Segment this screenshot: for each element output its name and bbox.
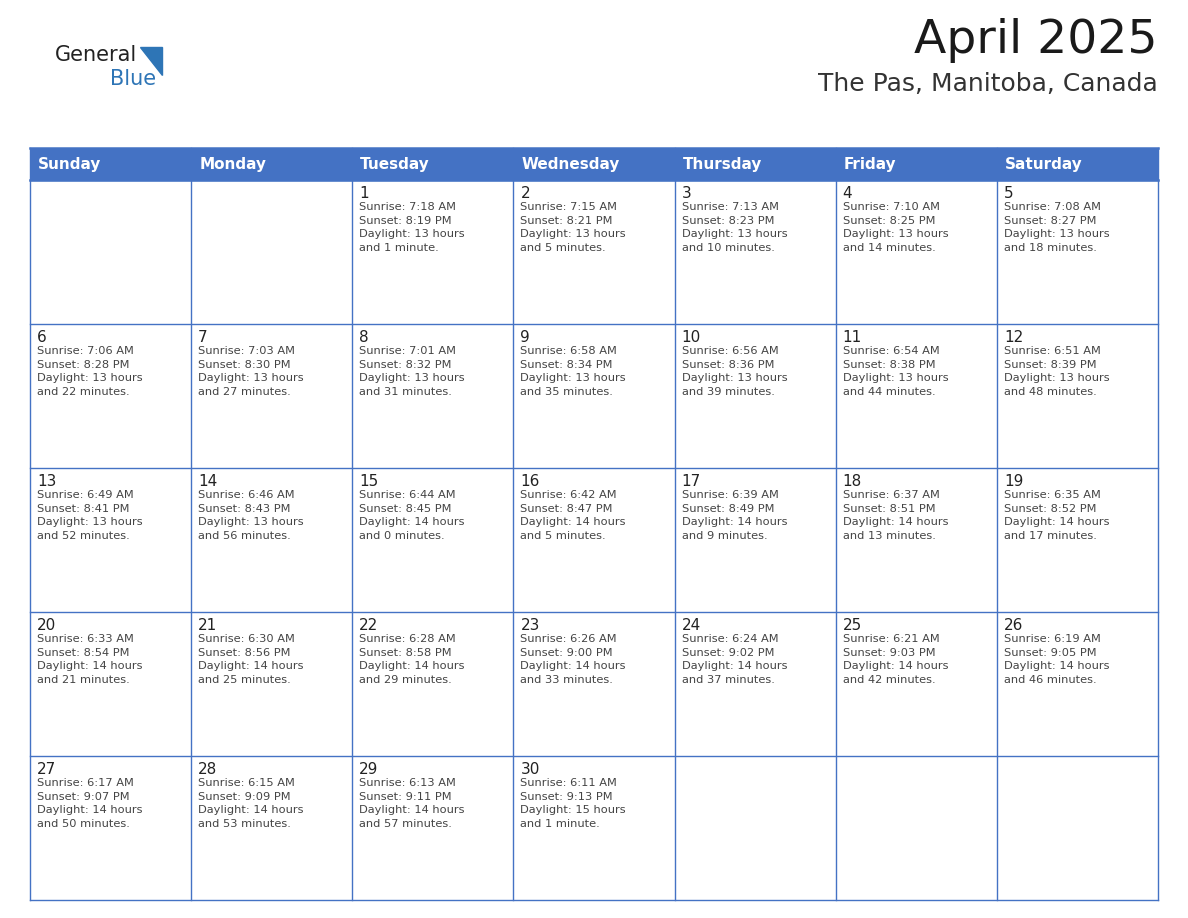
Text: 20: 20 <box>37 618 56 633</box>
Text: 2: 2 <box>520 186 530 201</box>
Text: Tuesday: Tuesday <box>360 156 430 172</box>
Text: Sunrise: 6:44 AM
Sunset: 8:45 PM
Daylight: 14 hours
and 0 minutes.: Sunrise: 6:44 AM Sunset: 8:45 PM Dayligh… <box>359 490 465 541</box>
Text: Saturday: Saturday <box>1005 156 1082 172</box>
Text: Monday: Monday <box>200 156 266 172</box>
Text: 25: 25 <box>842 618 862 633</box>
Text: 8: 8 <box>359 330 369 345</box>
Text: Sunrise: 7:08 AM
Sunset: 8:27 PM
Daylight: 13 hours
and 18 minutes.: Sunrise: 7:08 AM Sunset: 8:27 PM Dayligh… <box>1004 202 1110 252</box>
Text: Blue: Blue <box>110 69 156 89</box>
Text: 21: 21 <box>198 618 217 633</box>
Text: 6: 6 <box>37 330 46 345</box>
Text: 28: 28 <box>198 762 217 777</box>
Text: Wednesday: Wednesday <box>522 156 620 172</box>
Text: General: General <box>55 45 138 65</box>
Text: 29: 29 <box>359 762 379 777</box>
Text: 11: 11 <box>842 330 862 345</box>
Text: 15: 15 <box>359 474 379 489</box>
Text: 19: 19 <box>1004 474 1023 489</box>
Text: 10: 10 <box>682 330 701 345</box>
Text: Sunrise: 6:21 AM
Sunset: 9:03 PM
Daylight: 14 hours
and 42 minutes.: Sunrise: 6:21 AM Sunset: 9:03 PM Dayligh… <box>842 634 948 685</box>
Text: 5: 5 <box>1004 186 1013 201</box>
Text: 26: 26 <box>1004 618 1023 633</box>
Text: Sunrise: 6:51 AM
Sunset: 8:39 PM
Daylight: 13 hours
and 48 minutes.: Sunrise: 6:51 AM Sunset: 8:39 PM Dayligh… <box>1004 346 1110 397</box>
Text: Sunrise: 7:01 AM
Sunset: 8:32 PM
Daylight: 13 hours
and 31 minutes.: Sunrise: 7:01 AM Sunset: 8:32 PM Dayligh… <box>359 346 465 397</box>
Text: 7: 7 <box>198 330 208 345</box>
Text: Sunrise: 6:28 AM
Sunset: 8:58 PM
Daylight: 14 hours
and 29 minutes.: Sunrise: 6:28 AM Sunset: 8:58 PM Dayligh… <box>359 634 465 685</box>
Text: Sunrise: 6:49 AM
Sunset: 8:41 PM
Daylight: 13 hours
and 52 minutes.: Sunrise: 6:49 AM Sunset: 8:41 PM Dayligh… <box>37 490 143 541</box>
Text: 23: 23 <box>520 618 539 633</box>
Text: 24: 24 <box>682 618 701 633</box>
Text: 30: 30 <box>520 762 539 777</box>
Text: Sunrise: 6:35 AM
Sunset: 8:52 PM
Daylight: 14 hours
and 17 minutes.: Sunrise: 6:35 AM Sunset: 8:52 PM Dayligh… <box>1004 490 1110 541</box>
Text: Thursday: Thursday <box>683 156 762 172</box>
Bar <box>30 148 1158 180</box>
Text: The Pas, Manitoba, Canada: The Pas, Manitoba, Canada <box>819 72 1158 96</box>
Bar <box>30 756 1158 900</box>
Text: Sunrise: 6:42 AM
Sunset: 8:47 PM
Daylight: 14 hours
and 5 minutes.: Sunrise: 6:42 AM Sunset: 8:47 PM Dayligh… <box>520 490 626 541</box>
Text: April 2025: April 2025 <box>915 18 1158 63</box>
Text: Sunrise: 6:37 AM
Sunset: 8:51 PM
Daylight: 14 hours
and 13 minutes.: Sunrise: 6:37 AM Sunset: 8:51 PM Dayligh… <box>842 490 948 541</box>
Text: 27: 27 <box>37 762 56 777</box>
Text: Sunrise: 6:17 AM
Sunset: 9:07 PM
Daylight: 14 hours
and 50 minutes.: Sunrise: 6:17 AM Sunset: 9:07 PM Dayligh… <box>37 778 143 829</box>
Text: 12: 12 <box>1004 330 1023 345</box>
Text: 9: 9 <box>520 330 530 345</box>
Text: Sunday: Sunday <box>38 156 101 172</box>
Text: Sunrise: 7:13 AM
Sunset: 8:23 PM
Daylight: 13 hours
and 10 minutes.: Sunrise: 7:13 AM Sunset: 8:23 PM Dayligh… <box>682 202 788 252</box>
Text: Sunrise: 6:54 AM
Sunset: 8:38 PM
Daylight: 13 hours
and 44 minutes.: Sunrise: 6:54 AM Sunset: 8:38 PM Dayligh… <box>842 346 948 397</box>
Text: 14: 14 <box>198 474 217 489</box>
Text: Sunrise: 7:18 AM
Sunset: 8:19 PM
Daylight: 13 hours
and 1 minute.: Sunrise: 7:18 AM Sunset: 8:19 PM Dayligh… <box>359 202 465 252</box>
Text: Sunrise: 6:13 AM
Sunset: 9:11 PM
Daylight: 14 hours
and 57 minutes.: Sunrise: 6:13 AM Sunset: 9:11 PM Dayligh… <box>359 778 465 829</box>
Polygon shape <box>140 47 162 75</box>
Text: 18: 18 <box>842 474 862 489</box>
Text: 16: 16 <box>520 474 539 489</box>
Text: 3: 3 <box>682 186 691 201</box>
Text: Sunrise: 6:19 AM
Sunset: 9:05 PM
Daylight: 14 hours
and 46 minutes.: Sunrise: 6:19 AM Sunset: 9:05 PM Dayligh… <box>1004 634 1110 685</box>
Text: Sunrise: 6:56 AM
Sunset: 8:36 PM
Daylight: 13 hours
and 39 minutes.: Sunrise: 6:56 AM Sunset: 8:36 PM Dayligh… <box>682 346 788 397</box>
Text: Sunrise: 7:10 AM
Sunset: 8:25 PM
Daylight: 13 hours
and 14 minutes.: Sunrise: 7:10 AM Sunset: 8:25 PM Dayligh… <box>842 202 948 252</box>
Text: Friday: Friday <box>843 156 896 172</box>
Text: 22: 22 <box>359 618 379 633</box>
Text: 13: 13 <box>37 474 56 489</box>
Text: Sunrise: 7:03 AM
Sunset: 8:30 PM
Daylight: 13 hours
and 27 minutes.: Sunrise: 7:03 AM Sunset: 8:30 PM Dayligh… <box>198 346 304 397</box>
Text: Sunrise: 6:15 AM
Sunset: 9:09 PM
Daylight: 14 hours
and 53 minutes.: Sunrise: 6:15 AM Sunset: 9:09 PM Dayligh… <box>198 778 304 829</box>
Text: Sunrise: 6:11 AM
Sunset: 9:13 PM
Daylight: 15 hours
and 1 minute.: Sunrise: 6:11 AM Sunset: 9:13 PM Dayligh… <box>520 778 626 829</box>
Bar <box>30 324 1158 468</box>
Text: Sunrise: 6:26 AM
Sunset: 9:00 PM
Daylight: 14 hours
and 33 minutes.: Sunrise: 6:26 AM Sunset: 9:00 PM Dayligh… <box>520 634 626 685</box>
Text: 4: 4 <box>842 186 852 201</box>
Bar <box>30 468 1158 612</box>
Text: Sunrise: 7:15 AM
Sunset: 8:21 PM
Daylight: 13 hours
and 5 minutes.: Sunrise: 7:15 AM Sunset: 8:21 PM Dayligh… <box>520 202 626 252</box>
Text: Sunrise: 6:30 AM
Sunset: 8:56 PM
Daylight: 14 hours
and 25 minutes.: Sunrise: 6:30 AM Sunset: 8:56 PM Dayligh… <box>198 634 304 685</box>
Text: Sunrise: 6:58 AM
Sunset: 8:34 PM
Daylight: 13 hours
and 35 minutes.: Sunrise: 6:58 AM Sunset: 8:34 PM Dayligh… <box>520 346 626 397</box>
Text: Sunrise: 6:39 AM
Sunset: 8:49 PM
Daylight: 14 hours
and 9 minutes.: Sunrise: 6:39 AM Sunset: 8:49 PM Dayligh… <box>682 490 788 541</box>
Text: Sunrise: 6:33 AM
Sunset: 8:54 PM
Daylight: 14 hours
and 21 minutes.: Sunrise: 6:33 AM Sunset: 8:54 PM Dayligh… <box>37 634 143 685</box>
Bar <box>30 612 1158 756</box>
Text: 1: 1 <box>359 186 369 201</box>
Bar <box>30 180 1158 324</box>
Text: Sunrise: 6:46 AM
Sunset: 8:43 PM
Daylight: 13 hours
and 56 minutes.: Sunrise: 6:46 AM Sunset: 8:43 PM Dayligh… <box>198 490 304 541</box>
Text: Sunrise: 7:06 AM
Sunset: 8:28 PM
Daylight: 13 hours
and 22 minutes.: Sunrise: 7:06 AM Sunset: 8:28 PM Dayligh… <box>37 346 143 397</box>
Text: 17: 17 <box>682 474 701 489</box>
Text: Sunrise: 6:24 AM
Sunset: 9:02 PM
Daylight: 14 hours
and 37 minutes.: Sunrise: 6:24 AM Sunset: 9:02 PM Dayligh… <box>682 634 788 685</box>
